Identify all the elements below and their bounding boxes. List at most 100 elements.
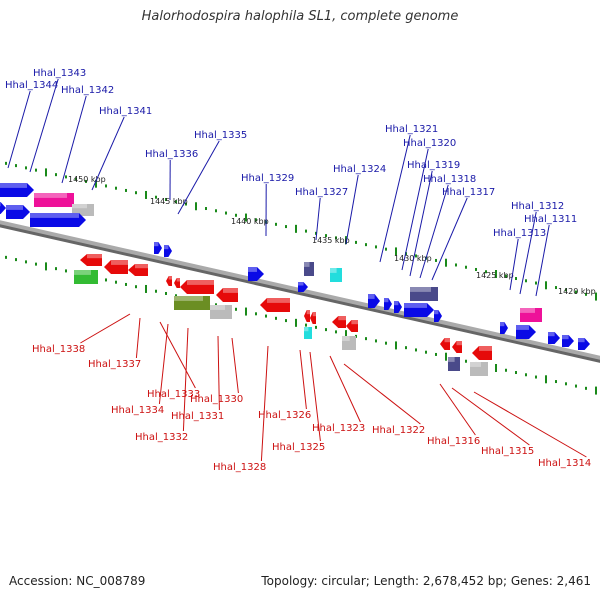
leader-line (182, 327, 189, 432)
gene-feature (520, 308, 542, 322)
scale-labels: 1450 kbp 1445 kbp 1440 kbp 1435 kbp 1430 kbp… (68, 175, 596, 296)
gene-label: Hhal_1338 (32, 344, 85, 355)
gene-arrow (166, 276, 172, 286)
gene-label: Hhal_1344 (5, 80, 58, 91)
gene-feature (440, 338, 450, 350)
gene-feature (342, 336, 356, 350)
leader-line (431, 197, 468, 281)
leader-line (519, 211, 537, 295)
gene-arrow (500, 322, 508, 334)
gene-feature (304, 327, 312, 339)
scale-ticks-upper (5, 161, 597, 301)
leader-line (91, 116, 125, 191)
gene-arrow (34, 193, 74, 207)
gene-feature (216, 288, 238, 302)
leader-line (61, 95, 87, 184)
gene-arrow (578, 338, 590, 350)
gene-feature (166, 276, 172, 286)
leader-line (158, 323, 169, 405)
gene-highlight (306, 310, 310, 315)
gene-arrow (0, 183, 34, 197)
gene-feature (346, 320, 358, 332)
gene-feature (448, 357, 460, 371)
gene-label: Hhal_1332 (135, 432, 188, 443)
gene-feature (210, 305, 232, 319)
gene-highlight (410, 287, 431, 292)
gene-feature (260, 298, 290, 312)
gene-highlight (164, 245, 169, 250)
gene-feature (0, 183, 34, 197)
gene-arrow (164, 245, 172, 257)
gene-feature (174, 278, 180, 288)
gene-highlight (74, 270, 91, 275)
gene-arrow (330, 268, 342, 282)
leader-line (299, 349, 307, 410)
gene-feature (30, 213, 86, 227)
gene-arrow (434, 310, 442, 322)
gene-feature (472, 346, 492, 360)
gene-highlight (312, 312, 316, 317)
gene-arrow (260, 298, 290, 312)
gene-feature (6, 205, 30, 219)
leader-line (7, 90, 31, 169)
gene-label: Hhal_1342 (61, 85, 114, 96)
gene-highlight (368, 294, 375, 299)
gene-feature (434, 310, 442, 322)
gene-arrow (248, 267, 264, 281)
label-leader-lines (7, 78, 587, 462)
gene-highlight (578, 338, 585, 343)
gene-arrow (472, 346, 492, 360)
gene-feature (470, 362, 488, 376)
gene-feature (174, 296, 210, 310)
gene-highlight (404, 303, 427, 308)
gene-highlight (174, 296, 203, 301)
gene-highlight (330, 268, 337, 273)
gene-highlight (154, 242, 159, 247)
gene-highlight (210, 305, 225, 310)
gene-highlight (384, 298, 389, 303)
gene-feature (384, 298, 392, 310)
gene-label: Hhal_1321 (385, 124, 438, 135)
leader-line (260, 345, 269, 462)
scale-label: 1440 kbp (231, 217, 269, 226)
leader-line (379, 134, 411, 263)
gene-highlight (34, 193, 67, 198)
gene-arrow (470, 362, 488, 376)
gene-arrow (410, 287, 438, 301)
gene-feature (578, 338, 590, 350)
gene-arrow (216, 288, 238, 302)
gene-highlight (456, 341, 462, 346)
gene-arrow (304, 327, 312, 339)
gene-feature (80, 254, 102, 266)
gene-highlight (434, 310, 439, 315)
gene-label: Hhal_1318 (423, 174, 476, 185)
leader-line (439, 383, 476, 436)
gene-arrow (332, 316, 346, 328)
gene-highlight (548, 332, 555, 337)
gene-arrow (516, 325, 536, 339)
gene-highlight (223, 288, 238, 293)
gene-label: Hhal_1311 (524, 214, 577, 225)
gene-feature (74, 270, 98, 284)
leader-line (159, 321, 196, 389)
gene-arrow (154, 242, 162, 254)
gene-feature (128, 264, 148, 276)
gene-highlight (87, 254, 102, 259)
gene-arrow (404, 303, 434, 317)
leader-line (29, 78, 59, 173)
scale-label: 1435 kbp (312, 236, 350, 245)
gene-highlight (0, 183, 27, 188)
gene-arrow (80, 254, 102, 266)
gene-arrow (448, 357, 460, 371)
leader-line (315, 197, 321, 241)
gene-arrow (368, 294, 380, 308)
gene-label: Hhal_1337 (88, 359, 141, 370)
gene-arrow (304, 262, 314, 276)
scale-label: 1450 kbp (68, 175, 106, 184)
gene-feature (394, 301, 402, 313)
gene-feature (154, 242, 162, 254)
gene-feature (34, 193, 74, 207)
scale-label: 1425 kbp (476, 271, 514, 280)
gene-highlight (0, 202, 1, 207)
leader-line (309, 351, 321, 442)
